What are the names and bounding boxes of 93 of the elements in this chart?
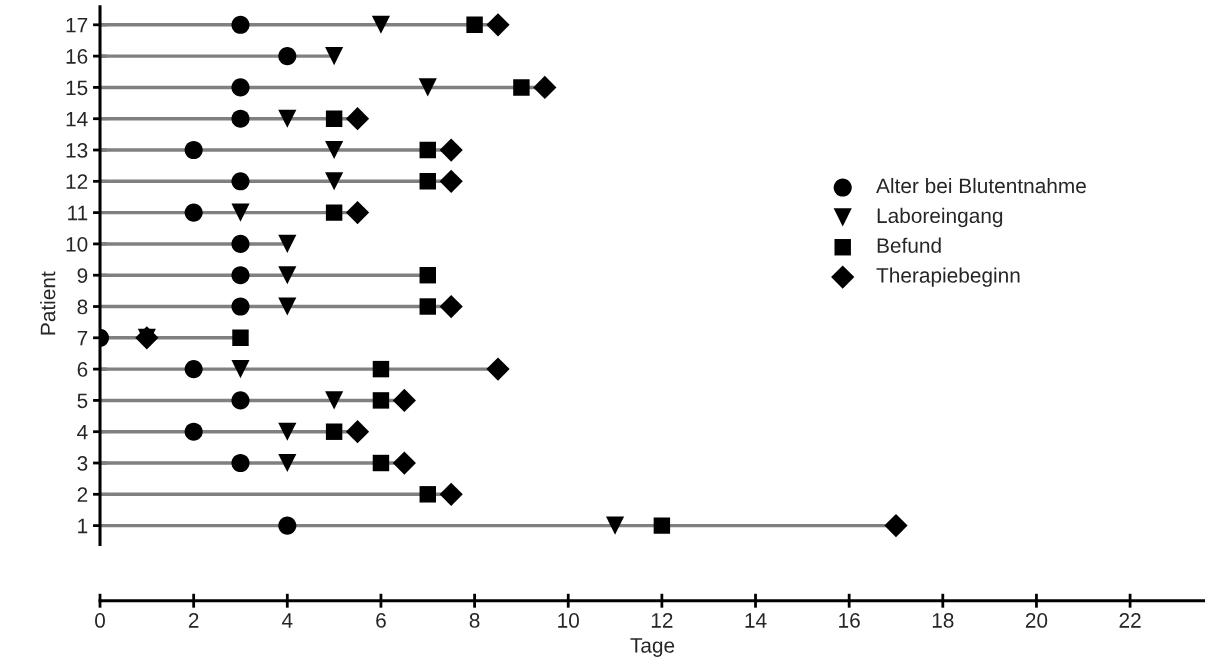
y-axis-title: Patient [40, 271, 56, 335]
x-tick-label: 8 [469, 613, 480, 628]
point [533, 75, 557, 100]
y-tick-label: 13 [66, 143, 88, 158]
x-tick-label: 18 [932, 613, 954, 628]
point [418, 78, 437, 97]
y-tick-label: 8 [77, 299, 88, 315]
point [231, 109, 250, 128]
y-tick-label: 10 [66, 236, 88, 252]
legend-label: Alter bei Blutentnahme [876, 177, 1086, 194]
point [371, 15, 390, 34]
point [278, 234, 297, 253]
x-tick-label: 6 [376, 613, 386, 628]
point [278, 516, 297, 535]
point [231, 234, 250, 253]
point [278, 47, 297, 66]
point [419, 486, 436, 503]
point [345, 107, 370, 131]
point [439, 169, 463, 193]
x-tick-label: 2 [188, 613, 199, 628]
point [231, 360, 250, 379]
point [419, 141, 436, 159]
point [513, 79, 530, 96]
point [392, 388, 416, 413]
legend-label: Befund [877, 237, 941, 253]
point [231, 172, 250, 191]
y-tick-label: 3 [77, 456, 88, 471]
point [184, 140, 203, 160]
point [325, 391, 344, 410]
point [372, 360, 390, 378]
y-tick-label: 16 [66, 49, 88, 64]
y-tick-label: 4 [77, 424, 88, 440]
y-tick-label: 11 [68, 205, 88, 221]
point [372, 392, 390, 409]
x-tick-label: 4 [281, 613, 293, 628]
point [325, 47, 344, 66]
point [232, 329, 249, 347]
point [184, 360, 203, 379]
y-tick-label: 6 [77, 362, 88, 377]
legend-label: Therapiebeginn [876, 267, 1020, 287]
point [231, 15, 250, 34]
point [278, 109, 297, 128]
point [231, 453, 250, 473]
point [486, 357, 510, 381]
y-tick-label: 5 [77, 393, 88, 409]
y-tick-label: 1 [78, 518, 88, 534]
x-tick-label: 10 [558, 613, 579, 628]
point [231, 266, 250, 285]
y-tick-label: 7 [77, 331, 88, 346]
point [325, 423, 343, 440]
y-tick-label: 9 [77, 268, 88, 283]
point [486, 13, 510, 37]
legend-label: Laboreingang [877, 207, 1003, 228]
point [439, 138, 463, 162]
x-tick-label: 16 [839, 613, 860, 628]
point [278, 453, 297, 473]
point [884, 513, 908, 538]
point [231, 78, 250, 97]
point [419, 298, 436, 315]
point [345, 200, 370, 225]
x-tick-label: 0 [95, 613, 105, 628]
point [278, 266, 297, 285]
point [439, 294, 463, 319]
point [184, 422, 203, 441]
point [439, 482, 463, 506]
y-tick-label: 2 [77, 487, 88, 502]
y-tick-label: 15 [66, 80, 88, 96]
x-tick-label: 22 [1119, 613, 1141, 628]
point [184, 203, 203, 222]
point [325, 110, 343, 127]
point [419, 267, 436, 284]
point [325, 204, 343, 221]
point [372, 454, 390, 472]
point [466, 16, 483, 34]
y-tick-label: 14 [66, 111, 88, 127]
point [278, 422, 297, 441]
x-tick-label: 14 [745, 613, 767, 628]
x-tick-label: 20 [1025, 613, 1048, 628]
point [419, 173, 436, 190]
x-axis-title: Tage [630, 638, 675, 657]
point [278, 297, 297, 316]
point [231, 203, 250, 222]
point [325, 172, 344, 191]
y-tick-label: 12 [66, 174, 88, 189]
point [231, 391, 250, 410]
point [653, 517, 671, 534]
y-tick-label: 17 [66, 18, 88, 33]
x-tick-label: 12 [651, 613, 673, 628]
point [392, 451, 416, 475]
point [325, 140, 344, 160]
point [606, 516, 625, 535]
point [231, 297, 250, 316]
point [345, 420, 370, 444]
